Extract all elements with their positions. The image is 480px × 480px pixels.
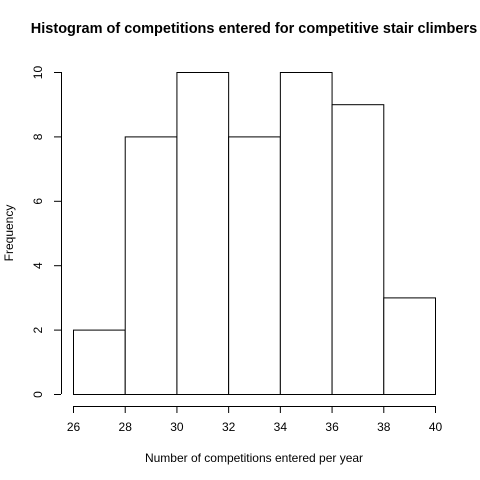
- y-tick-label: 8: [31, 133, 45, 140]
- histogram-bar: [124, 136, 178, 395]
- x-tick-label: 28: [119, 420, 133, 434]
- y-tick-label: 6: [31, 198, 45, 205]
- y-tick-label: 4: [31, 262, 45, 269]
- chart-title: Histogram of competitions entered for co…: [30, 21, 478, 37]
- x-axis: 26 28 30 32 34 36 38 40: [67, 406, 443, 434]
- histogram-bar: [176, 72, 230, 395]
- histogram-bar: [73, 329, 126, 396]
- histogram-bar: [331, 104, 385, 395]
- x-axis-label: Number of competitions entered per year: [145, 451, 363, 465]
- histogram-bar: [383, 297, 436, 395]
- y-tick-label: 10: [31, 66, 45, 80]
- x-tick-label: 36: [325, 420, 339, 434]
- x-tick-label: 26: [67, 420, 81, 434]
- x-tick-label: 30: [170, 420, 184, 434]
- y-axis-label: Frequency: [2, 205, 16, 262]
- x-tick-label: 34: [274, 420, 288, 434]
- histogram-bar: [279, 72, 333, 395]
- x-tick-label: 40: [429, 420, 443, 434]
- y-axis: 0 2 4 6 8 10: [31, 66, 62, 398]
- x-tick-label: 32: [222, 420, 236, 434]
- y-tick-label: 0: [31, 391, 45, 398]
- y-tick-label: 2: [31, 326, 45, 333]
- bars-group: [73, 72, 436, 396]
- histogram-bar: [228, 136, 281, 395]
- x-tick-label: 38: [377, 420, 391, 434]
